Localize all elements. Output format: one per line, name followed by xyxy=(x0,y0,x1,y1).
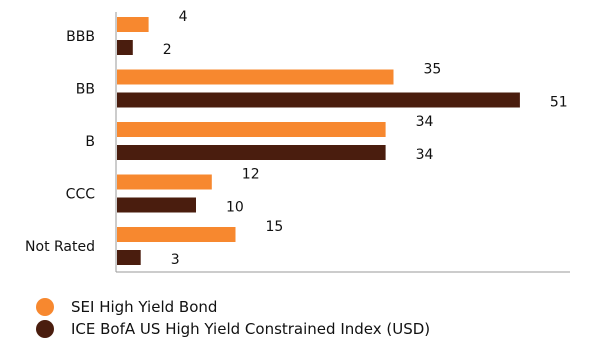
bar-ccc-series-2 xyxy=(117,197,196,213)
category-label-not-rated: Not Rated xyxy=(25,239,95,255)
bars-layer xyxy=(117,17,520,265)
data-label-bbb-series-2: 2 xyxy=(163,42,172,58)
data-label-ccc-series-1: 12 xyxy=(242,167,260,183)
data-label-bbb-series-1: 4 xyxy=(179,9,188,25)
bar-b-series-1 xyxy=(117,122,386,137)
bar-bbb-series-1 xyxy=(117,17,149,32)
data-label-b-series-1: 34 xyxy=(416,114,434,130)
legend-item-sei-high-yield-bond: SEI High Yield Bond xyxy=(36,296,430,318)
category-label-ccc: CCC xyxy=(66,187,96,203)
data-label-not-rated-series-1: 15 xyxy=(266,219,284,235)
bar-not-rated-series-2 xyxy=(117,250,141,265)
legend-label-sei-high-yield-bond: SEI High Yield Bond xyxy=(71,298,218,316)
legend-swatch-sei-high-yield-bond xyxy=(36,298,54,316)
legend: SEI High Yield Bond ICE BofA US High Yie… xyxy=(36,296,430,340)
bar-bb-series-1 xyxy=(117,69,394,85)
legend-swatch-ice-bofa-index xyxy=(36,320,54,338)
data-label-bb-series-2: 51 xyxy=(550,95,568,111)
bar-bbb-series-2 xyxy=(117,40,133,55)
bar-ccc-series-1 xyxy=(117,174,212,190)
data-label-bb-series-1: 35 xyxy=(424,62,442,78)
bar-not-rated-series-1 xyxy=(117,227,236,242)
category-label-bbb: BBB xyxy=(66,29,95,45)
data-label-b-series-2: 34 xyxy=(416,147,434,163)
bar-bb-series-2 xyxy=(117,92,520,108)
category-label-b: B xyxy=(85,134,95,150)
labels-layer: BBB 4 2 BB 35 51 B 34 34 CCC 12 10 Not Rated 15 3 xyxy=(25,9,568,268)
bar-b-series-2 xyxy=(117,145,386,160)
legend-item-ice-bofa-index: ICE BofA US High Yield Constrained Index… xyxy=(36,318,430,340)
legend-label-ice-bofa-index: ICE BofA US High Yield Constrained Index… xyxy=(71,320,431,338)
category-label-bb: BB xyxy=(76,82,95,98)
bar-chart: BBB 4 2 BB 35 51 B 34 34 CCC 12 10 Not Rated 15 3 xyxy=(25,9,570,273)
data-label-ccc-series-2: 10 xyxy=(226,200,244,216)
data-label-not-rated-series-2: 3 xyxy=(171,252,180,268)
